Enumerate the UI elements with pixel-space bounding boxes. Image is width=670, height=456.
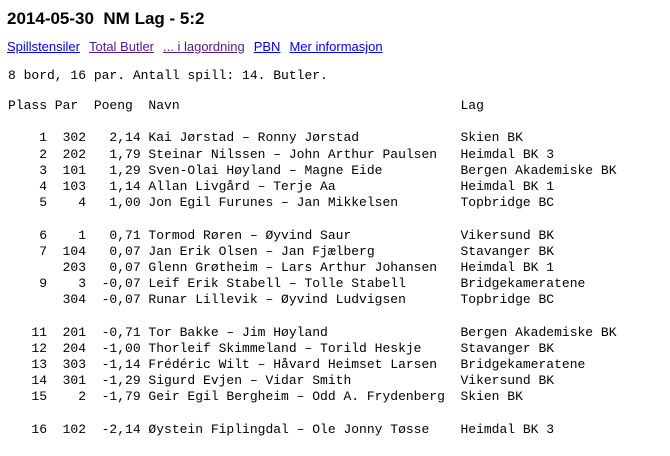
table-row: 16 102 -2,14 Øystein Fiplingdal – Ole Jo… [8, 421, 555, 437]
row-spacer [8, 308, 670, 324]
table-row: 5 4 1,00 Jon Egil Furunes – Jan Mikkelse… [8, 195, 555, 211]
table-row: 12 204 -1,00 Thorleif Skimmeland – Toril… [8, 340, 555, 356]
table-row: 3 101 1,29 Sven-Olai Høyland – Magne Eid… [8, 162, 617, 178]
table-row: 7 104 0,07 Jan Erik Olsen – Jan Fjælberg… [8, 243, 555, 259]
row-spacer [8, 114, 670, 130]
table-row: 14 301 -1,29 Sigurd Evjen – Vidar Smith … [8, 373, 555, 389]
table-row: 304 -0,07 Runar Lillevik – Øyvind Ludvig… [8, 292, 555, 308]
table-row: 6 1 0,71 Tormod Røren – Øyvind Saur Vike… [8, 227, 555, 243]
results-page: 2014-05-30 NM Lag - 5:2 Spillstensiler To… [7, 9, 670, 438]
table-row: 9 3 -0,07 Leif Erik Stabell – Tolle Stab… [8, 276, 586, 292]
table-row: 4 103 1,14 Allan Livgård – Terje Aa Heim… [8, 178, 555, 194]
tournament-summary: 8 bord, 16 par. Antall spill: 14. Butler… [8, 68, 328, 83]
table-row: 203 0,07 Glenn Grøtheim – Lars Arthur Jo… [8, 259, 555, 275]
results-table: Plass Par Poeng Navn Lag 1 302 2,14 Kai … [8, 98, 670, 438]
link-pbn[interactable]: PBN [253, 39, 281, 54]
page-title: 2014-05-30 NM Lag - 5:2 [7, 9, 205, 28]
link-total-butler[interactable]: Total Butler [88, 39, 155, 54]
table-row: 2 202 1,79 Steinar Nilssen – John Arthur… [8, 146, 555, 162]
table-row: 13 303 -1,14 Frédéric Wilt – Håvard Heim… [8, 357, 586, 372]
link-bar: Spillstensiler Total Butler ... i lagordni… [7, 39, 670, 55]
row-spacer [8, 211, 670, 227]
row-spacer [8, 406, 670, 422]
table-row: 15 2 -1,79 Geir Egil Bergheim – Odd A. F… [8, 389, 523, 405]
table-row: 11 201 -0,71 Tor Bakke – Jim Høyland Ber… [8, 324, 617, 340]
table-row: 1 302 2,14 Kai Jørstad – Ronny Jørstad S… [8, 130, 523, 146]
link-mer-informasjon[interactable]: Mer informasjon [289, 39, 383, 54]
table-header-row: Plass Par Poeng Navn Lag [8, 98, 484, 113]
link-i-lagordning[interactable]: ... i lagordning [163, 39, 245, 54]
link-spillstensiler[interactable]: Spillstensiler [7, 39, 80, 54]
